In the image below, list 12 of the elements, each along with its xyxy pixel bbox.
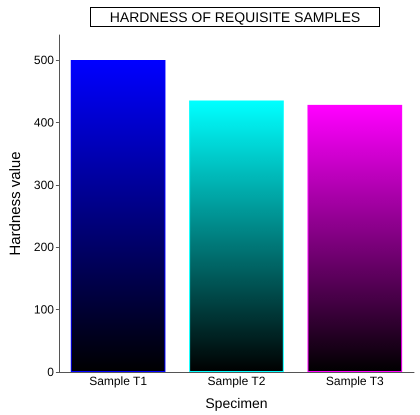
y-tick-label: 100 — [34, 302, 54, 317]
x-tick-label: Sample T3 — [326, 374, 384, 388]
x-tick-label: Sample T2 — [208, 374, 266, 388]
y-tick-label: 500 — [34, 52, 54, 67]
chart-title: HARDNESS OF REQUISITE SAMPLES — [110, 9, 360, 25]
x-axis-title: Specimen — [205, 395, 268, 411]
y-tick-label: 400 — [34, 115, 54, 130]
y-tick-label: 300 — [34, 178, 54, 192]
y-tick-label: 0 — [47, 365, 54, 379]
y-tick-label: 200 — [34, 240, 54, 254]
y-axis-title: Hardness value — [7, 151, 24, 256]
x-tick-label: Sample T1 — [89, 374, 148, 388]
